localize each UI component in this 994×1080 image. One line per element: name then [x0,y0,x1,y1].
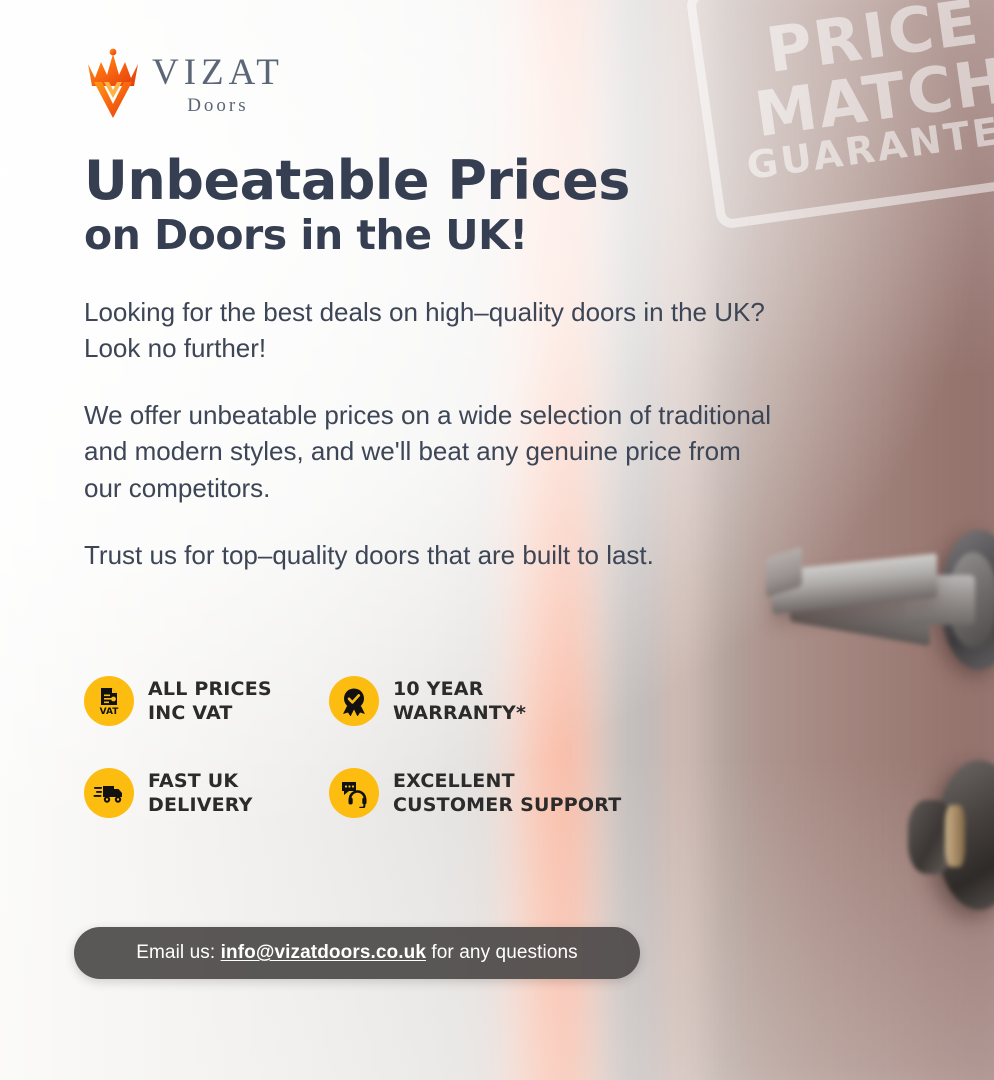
headline-line-1: Unbeatable Prices [84,149,630,212]
feature-label: ALL PRICES INC VAT [148,677,272,724]
page-title: Unbeatable Prices on Doors in the UK! [84,152,630,259]
email-address-link[interactable]: info@vizatdoors.co.uk [220,942,426,963]
brand-subtitle: Doors [187,95,249,116]
body-paragraph-1: Looking for the best deals on high–quali… [84,297,765,364]
email-suffix: for any questions [426,942,578,963]
feature-10-year-warranty: 10 YEAR WARRANTY* [329,676,684,726]
feature-label: 10 YEAR WARRANTY* [393,677,527,724]
door-lock-brass-trim [945,805,965,867]
feature-label: FAST UK DELIVERY [148,769,253,816]
delivery-truck-icon [84,768,134,818]
body-paragraph-3: Trust us for top–quality doors that are … [84,539,654,570]
email-contact-bar[interactable]: Email us: info@vizatdoors.co.uk for any … [74,927,640,979]
brand-wordmark: VIZAT Doors [152,48,284,117]
body-paragraph-2: We offer unbeatable prices on a wide sel… [84,400,772,503]
feature-fast-uk-delivery: FAST UK DELIVERY [84,768,329,818]
email-contact-text: Email us: info@vizatdoors.co.uk for any … [136,942,578,964]
brand-name: VIZAT [152,52,284,93]
email-prefix: Email us: [136,942,221,963]
feature-excellent-customer-support: EXCELLENT CUSTOMER SUPPORT [329,768,684,818]
vizat-crown-v-icon [88,48,138,118]
feature-all-prices-inc-vat: VAT ALL PRICES INC VAT [84,676,329,726]
brand-logo[interactable]: VIZAT Doors [84,48,284,120]
feature-list: VAT ALL PRICES INC VAT 10 YEAR WARRANTY* [84,676,684,818]
body-copy: Looking for the best deals on high–quali… [84,294,774,573]
warranty-rosette-icon [329,676,379,726]
vat-document-icon: VAT [84,676,134,726]
feature-label: EXCELLENT CUSTOMER SUPPORT [393,769,622,816]
headline-line-2: on Doors in the UK! [84,210,528,259]
svg-text:VAT: VAT [100,707,120,716]
customer-support-headset-icon [329,768,379,818]
